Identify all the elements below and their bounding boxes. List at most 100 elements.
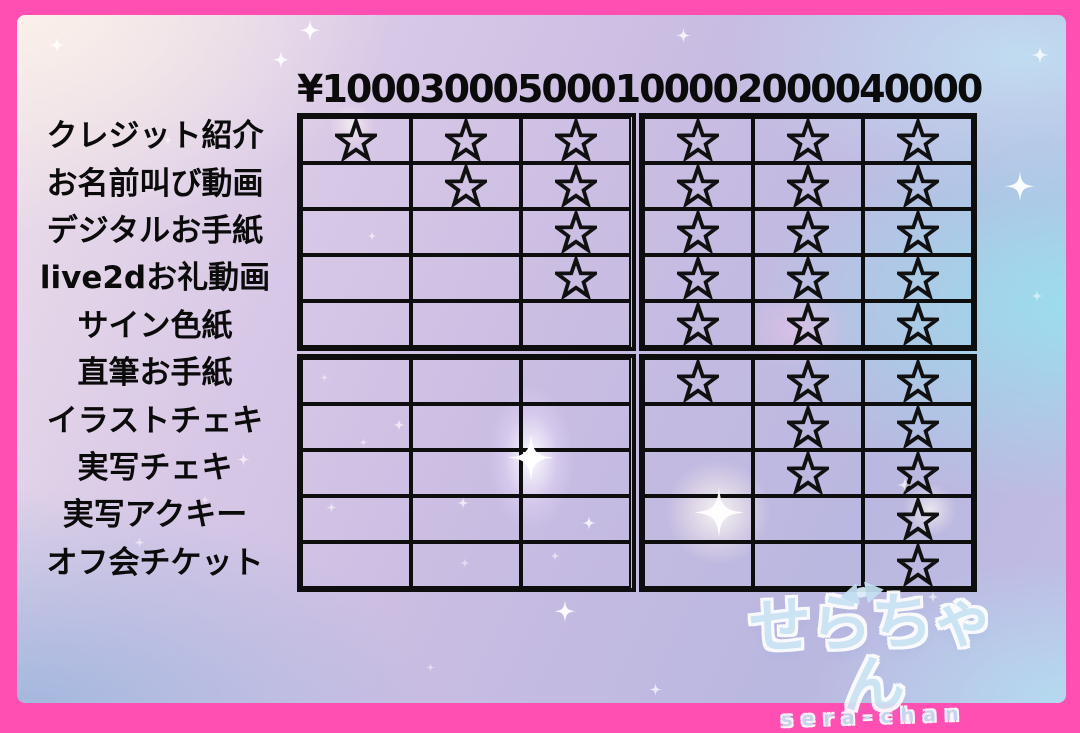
- tier-cell: [752, 358, 863, 404]
- tier-cell: [521, 255, 632, 301]
- tier-cell: [411, 404, 522, 450]
- row-label: 実写チェキ: [77, 449, 233, 486]
- tier-cell: [411, 301, 522, 347]
- tier-cell: [301, 209, 412, 255]
- tier-cell: [862, 301, 973, 347]
- tier-cell: [752, 117, 863, 163]
- star-outline-icon: [896, 544, 939, 586]
- star-outline-icon: [786, 257, 829, 299]
- row-label: デジタルお手紙: [46, 212, 264, 249]
- tier-cell: [521, 301, 632, 347]
- logo-main-text: せらちゃん: [747, 581, 995, 723]
- tier-cell: [411, 209, 522, 255]
- star-outline-icon: [676, 119, 719, 161]
- star-outline-icon: [676, 303, 719, 345]
- star-outline-icon: [896, 406, 939, 448]
- star-outline-icon: [786, 406, 829, 448]
- tier-cell: [642, 496, 753, 542]
- row-label: オフ会チケット: [46, 544, 264, 581]
- tier-cell: [642, 117, 753, 163]
- row-label: お名前叫び動画: [46, 165, 264, 202]
- star-outline-icon: [896, 498, 939, 540]
- tier-cell: [862, 358, 973, 404]
- star-outline-icon: [555, 165, 598, 207]
- tier-cell: [862, 117, 973, 163]
- tier-cell: [521, 358, 632, 404]
- star-outline-icon: [896, 211, 939, 253]
- star-outline-icon: [896, 165, 939, 207]
- tier-cell: [521, 209, 632, 255]
- tier-cell: [862, 450, 973, 496]
- tier-cell: [521, 450, 632, 496]
- tier-cell: [521, 117, 632, 163]
- tier-cell: [301, 301, 412, 347]
- tier-cell: [301, 404, 412, 450]
- row-label: 実写アクキー: [62, 497, 248, 534]
- table-quadrant-bottom-left: [297, 354, 636, 592]
- tier-cell: [301, 496, 412, 542]
- tier-cell: [862, 404, 973, 450]
- tier-cell: [411, 450, 522, 496]
- sera-chan-logo: せらちゃん sera-chan: [722, 582, 1022, 731]
- tier-cell: [752, 404, 863, 450]
- tier-cell: [301, 255, 412, 301]
- row-label: クレジット紹介: [46, 118, 264, 155]
- price-tier-5000: 5000: [516, 67, 617, 111]
- row-labels: クレジット紹介 お名前叫び動画 デジタルお手紙 live2dお礼動画 サイン色紙 直筆お手…: [16, 113, 294, 587]
- star-outline-icon: [896, 452, 939, 494]
- tier-cell: [301, 163, 412, 209]
- tier-cell: [752, 542, 863, 588]
- tier-cell: [411, 496, 522, 542]
- tier-cell: [642, 209, 753, 255]
- star-outline-icon: [786, 211, 829, 253]
- star-outline-icon: [786, 119, 829, 161]
- star-outline-icon: [445, 119, 488, 161]
- star-outline-icon: [555, 211, 598, 253]
- star-outline-icon: [896, 303, 939, 345]
- price-tier-header: ¥1000 3000 5000 10000 20000 40000: [297, 62, 983, 111]
- star-outline-icon: [786, 165, 829, 207]
- tier-cell: [862, 163, 973, 209]
- star-outline-icon: [676, 360, 719, 402]
- tier-cell: [521, 404, 632, 450]
- tier-cell: [642, 301, 753, 347]
- tier-cell: [642, 404, 753, 450]
- row-label: live2dお礼動画: [39, 260, 271, 297]
- tier-cell: [642, 358, 753, 404]
- table-quadrant-top-right: [638, 113, 977, 351]
- tier-cell: [301, 358, 412, 404]
- tier-cell: [411, 163, 522, 209]
- tier-cell: [862, 255, 973, 301]
- star-outline-icon: [896, 360, 939, 402]
- tier-cell: [521, 163, 632, 209]
- tier-cell: [862, 209, 973, 255]
- reward-tier-table: [297, 113, 977, 592]
- tier-cell: [411, 542, 522, 588]
- star-outline-icon: [896, 119, 939, 161]
- tier-cell: [752, 450, 863, 496]
- star-outline-icon: [896, 257, 939, 299]
- star-outline-icon: [786, 303, 829, 345]
- tier-cell: [411, 117, 522, 163]
- star-outline-icon: [555, 257, 598, 299]
- tier-cell: [862, 496, 973, 542]
- tier-cell: [752, 209, 863, 255]
- star-outline-icon: [676, 211, 719, 253]
- tier-cell: [521, 496, 632, 542]
- tier-cell: [411, 358, 522, 404]
- tier-cell: [642, 450, 753, 496]
- star-outline-icon: [555, 119, 598, 161]
- star-outline-icon: [676, 257, 719, 299]
- tier-cell: [752, 255, 863, 301]
- row-label: イラストチェキ: [46, 402, 264, 439]
- star-outline-icon: [786, 360, 829, 402]
- row-label: サイン色紙: [77, 307, 233, 344]
- tier-cell: [521, 542, 632, 588]
- tier-cell: [642, 255, 753, 301]
- tier-cell: [411, 255, 522, 301]
- tier-cell: [301, 450, 412, 496]
- price-tier-10000: 10000: [614, 67, 739, 111]
- price-tier-1000: ¥1000: [297, 67, 421, 111]
- tier-cell: [752, 496, 863, 542]
